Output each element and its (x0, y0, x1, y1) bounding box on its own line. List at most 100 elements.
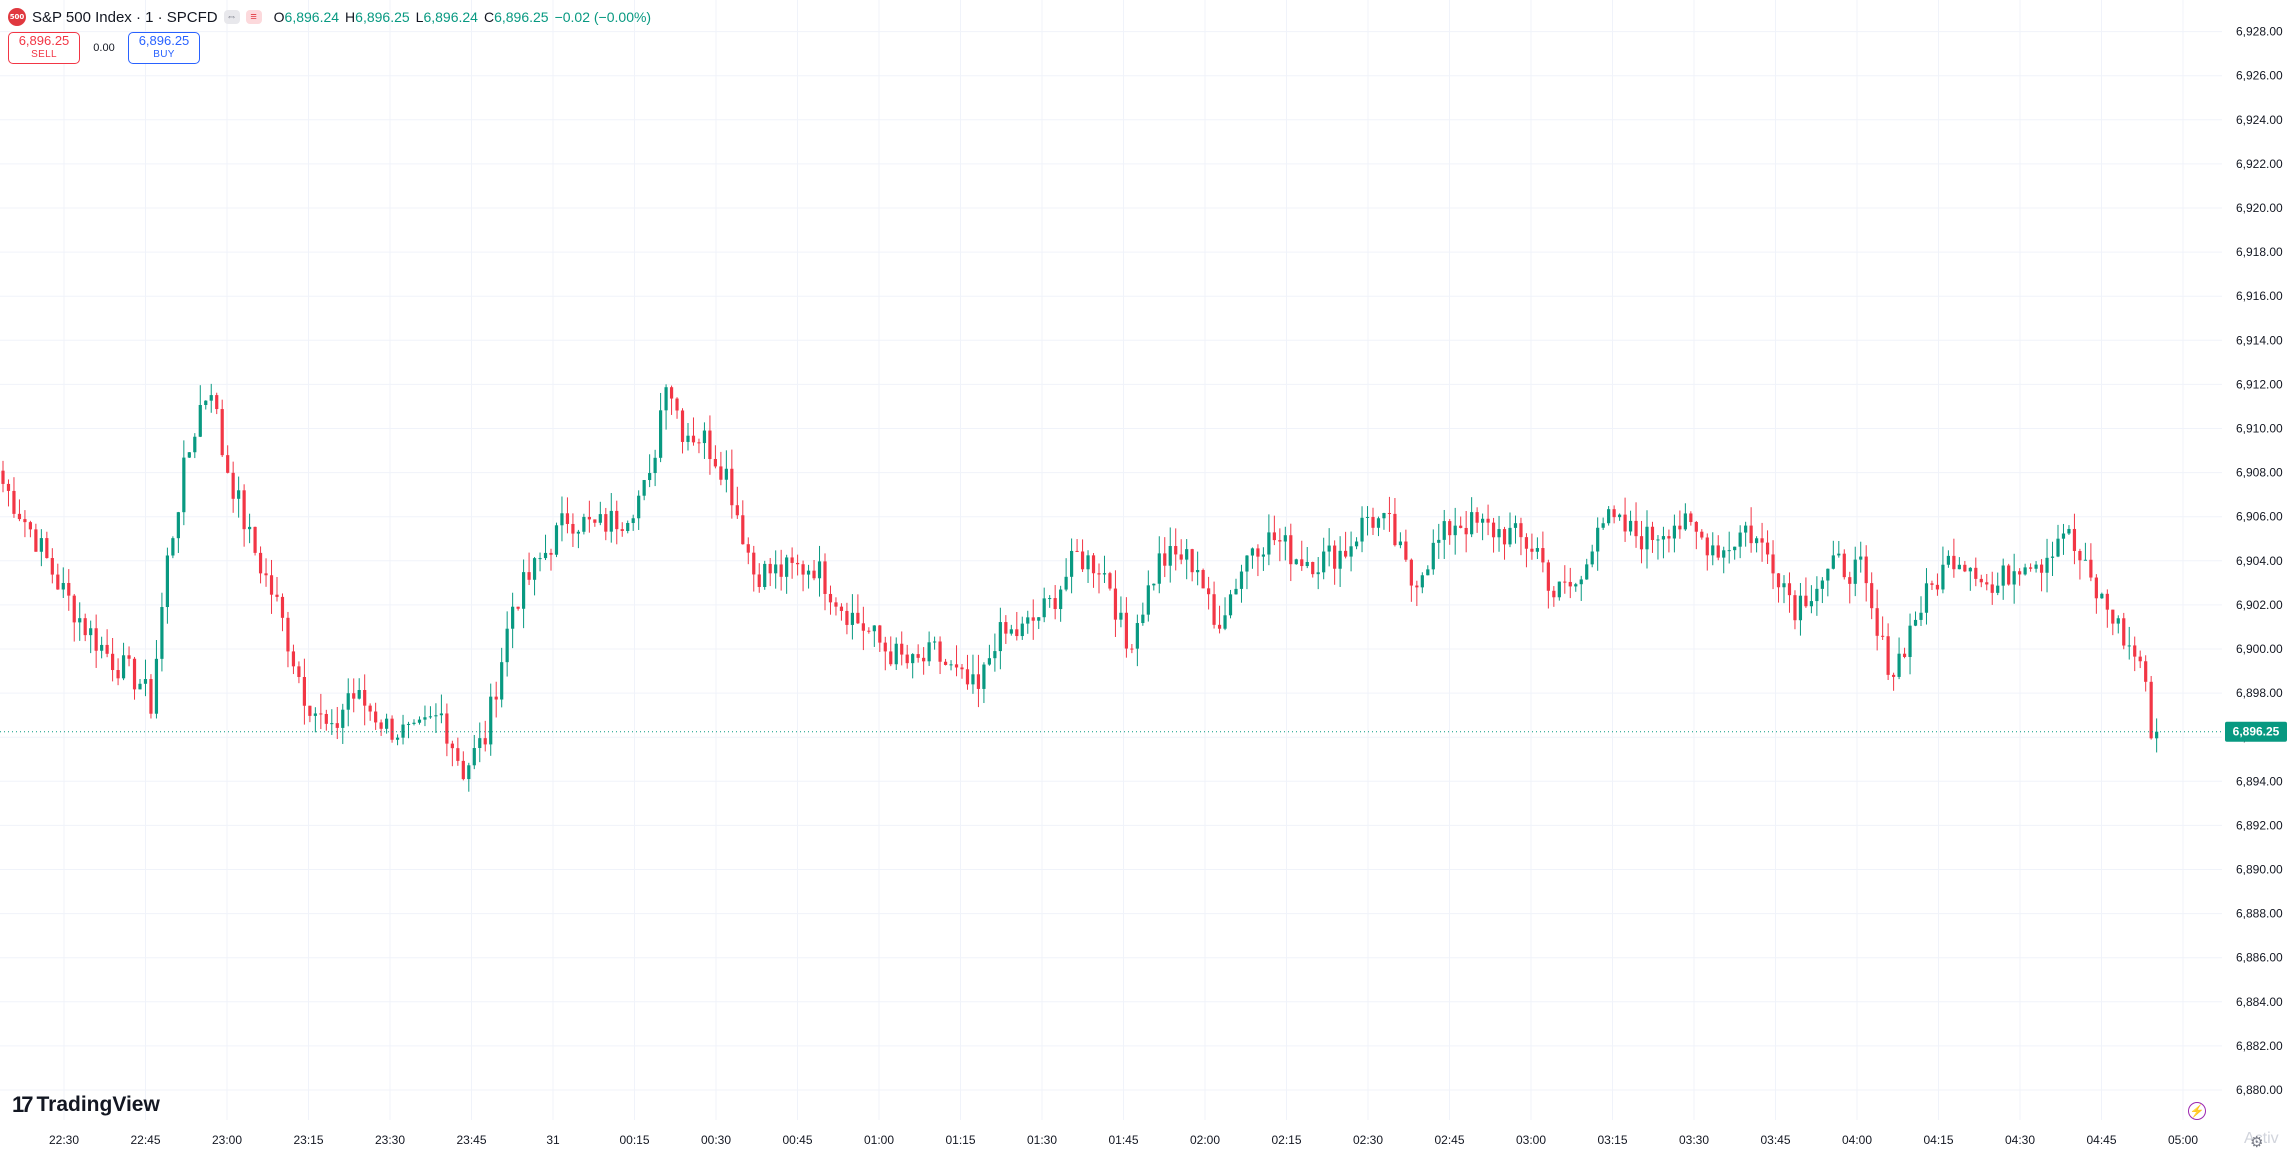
candle-body (1968, 567, 1972, 572)
compare-icon[interactable]: ⇔ (223, 10, 240, 24)
candle-body (1212, 594, 1216, 625)
candle-body (500, 662, 504, 700)
candle-body (856, 612, 860, 624)
candle-body (439, 713, 443, 716)
candle-body (1196, 570, 1200, 573)
symbol-title[interactable]: S&P 500 Index · 1 · SPCFD (32, 8, 218, 26)
candle-body (752, 552, 756, 575)
candle-body (998, 622, 1002, 652)
candle-body (1826, 568, 1830, 581)
price-tick-label: 6,912.00 (2236, 377, 2283, 391)
candle-body (872, 625, 876, 632)
candle-body (1787, 583, 1792, 596)
candle-body (757, 574, 761, 587)
candle-body (505, 628, 509, 663)
candle-body (2007, 565, 2011, 585)
chart-grid (0, 0, 2222, 1120)
candle-body (428, 716, 433, 718)
candle-body (67, 582, 71, 596)
candle-body (1245, 555, 1249, 572)
candle-body (1239, 571, 1244, 589)
candle-body (1048, 598, 1052, 600)
candle-body (390, 718, 394, 740)
change-value: −0.02 (−0.00%) (554, 9, 652, 25)
price-tick-label: 6,898.00 (2236, 686, 2283, 700)
candle-body (1349, 546, 1353, 557)
lightning-icon[interactable]: ⚡ (2188, 1102, 2206, 1120)
candle-body (1941, 564, 1945, 590)
candle-body (1596, 527, 1600, 552)
candle-body (1470, 512, 1474, 535)
candle-body (352, 693, 356, 699)
candle-body (1546, 562, 1550, 591)
candle-body (450, 743, 454, 749)
candle-body (368, 705, 372, 712)
candle-body (374, 711, 378, 723)
candle-body (209, 395, 213, 401)
time-tick-label: 01:15 (945, 1133, 975, 1147)
candle-body (1793, 595, 1797, 621)
candle-body (1963, 564, 1967, 572)
candle-body (1848, 577, 1852, 584)
candle-body (187, 452, 191, 458)
indicator-menu-icon[interactable]: ≡ (245, 10, 262, 24)
candle-body (1267, 532, 1271, 555)
candle-body (406, 723, 411, 725)
candle-body (796, 562, 800, 565)
candle-body (1870, 583, 1874, 609)
candle-body (1535, 548, 1539, 552)
candle-body (2155, 731, 2159, 739)
candle-body (801, 564, 805, 575)
candle-body (1256, 548, 1260, 557)
candle-body (1667, 536, 1671, 539)
candle-body (976, 674, 981, 689)
candle-body (631, 518, 635, 523)
tradingview-logo[interactable]: 17 TradingView (12, 1092, 160, 1118)
low-label: L (415, 9, 424, 25)
time-tick-label: 04:15 (1923, 1133, 1953, 1147)
candle-body (2149, 681, 2153, 739)
candle-body (1, 470, 5, 484)
gear-icon[interactable]: ⚙ (2250, 1134, 2264, 1151)
candle-body (1333, 545, 1337, 569)
candle-body (637, 495, 641, 519)
price-tick-label: 6,922.00 (2236, 157, 2283, 171)
candle-body (2029, 567, 2033, 569)
candle-body (1344, 550, 1348, 557)
candle-body (938, 641, 942, 662)
open-value: 6,896.24 (284, 9, 340, 25)
candle-body (1727, 550, 1731, 552)
candle-body (1755, 538, 1759, 544)
candle-body (286, 617, 290, 652)
candle-body (516, 606, 520, 609)
candle-body (34, 529, 38, 552)
buy-button[interactable]: 6,896.25 BUY (128, 32, 200, 64)
candlestick-series (1, 383, 2159, 792)
sell-button[interactable]: 6,896.25 SELL (8, 32, 80, 64)
candle-body (1497, 529, 1501, 538)
candle-body (258, 552, 263, 574)
candle-body (1574, 584, 1578, 587)
candle-body (341, 709, 345, 728)
candle-body (604, 514, 608, 532)
candle-body (691, 435, 696, 443)
candle-body (198, 404, 202, 437)
candle-body (916, 654, 920, 658)
candle-body (763, 563, 767, 587)
candle-body (779, 564, 783, 577)
candle-body (1431, 542, 1435, 570)
candle-body (1387, 513, 1392, 515)
candle-body (1612, 509, 1616, 518)
candle-body (1217, 624, 1222, 629)
symbol-logo-icon: 500 (8, 8, 26, 26)
candle-body (1590, 551, 1594, 565)
candle-body (1404, 541, 1408, 560)
time-tick-label: 04:30 (2005, 1133, 2035, 1147)
candle-body (1678, 525, 1682, 530)
candle-body (1946, 555, 1950, 565)
candle-body (527, 572, 531, 580)
candle-body (1070, 550, 1074, 577)
candle-body (116, 670, 120, 679)
candle-body (1744, 525, 1748, 533)
